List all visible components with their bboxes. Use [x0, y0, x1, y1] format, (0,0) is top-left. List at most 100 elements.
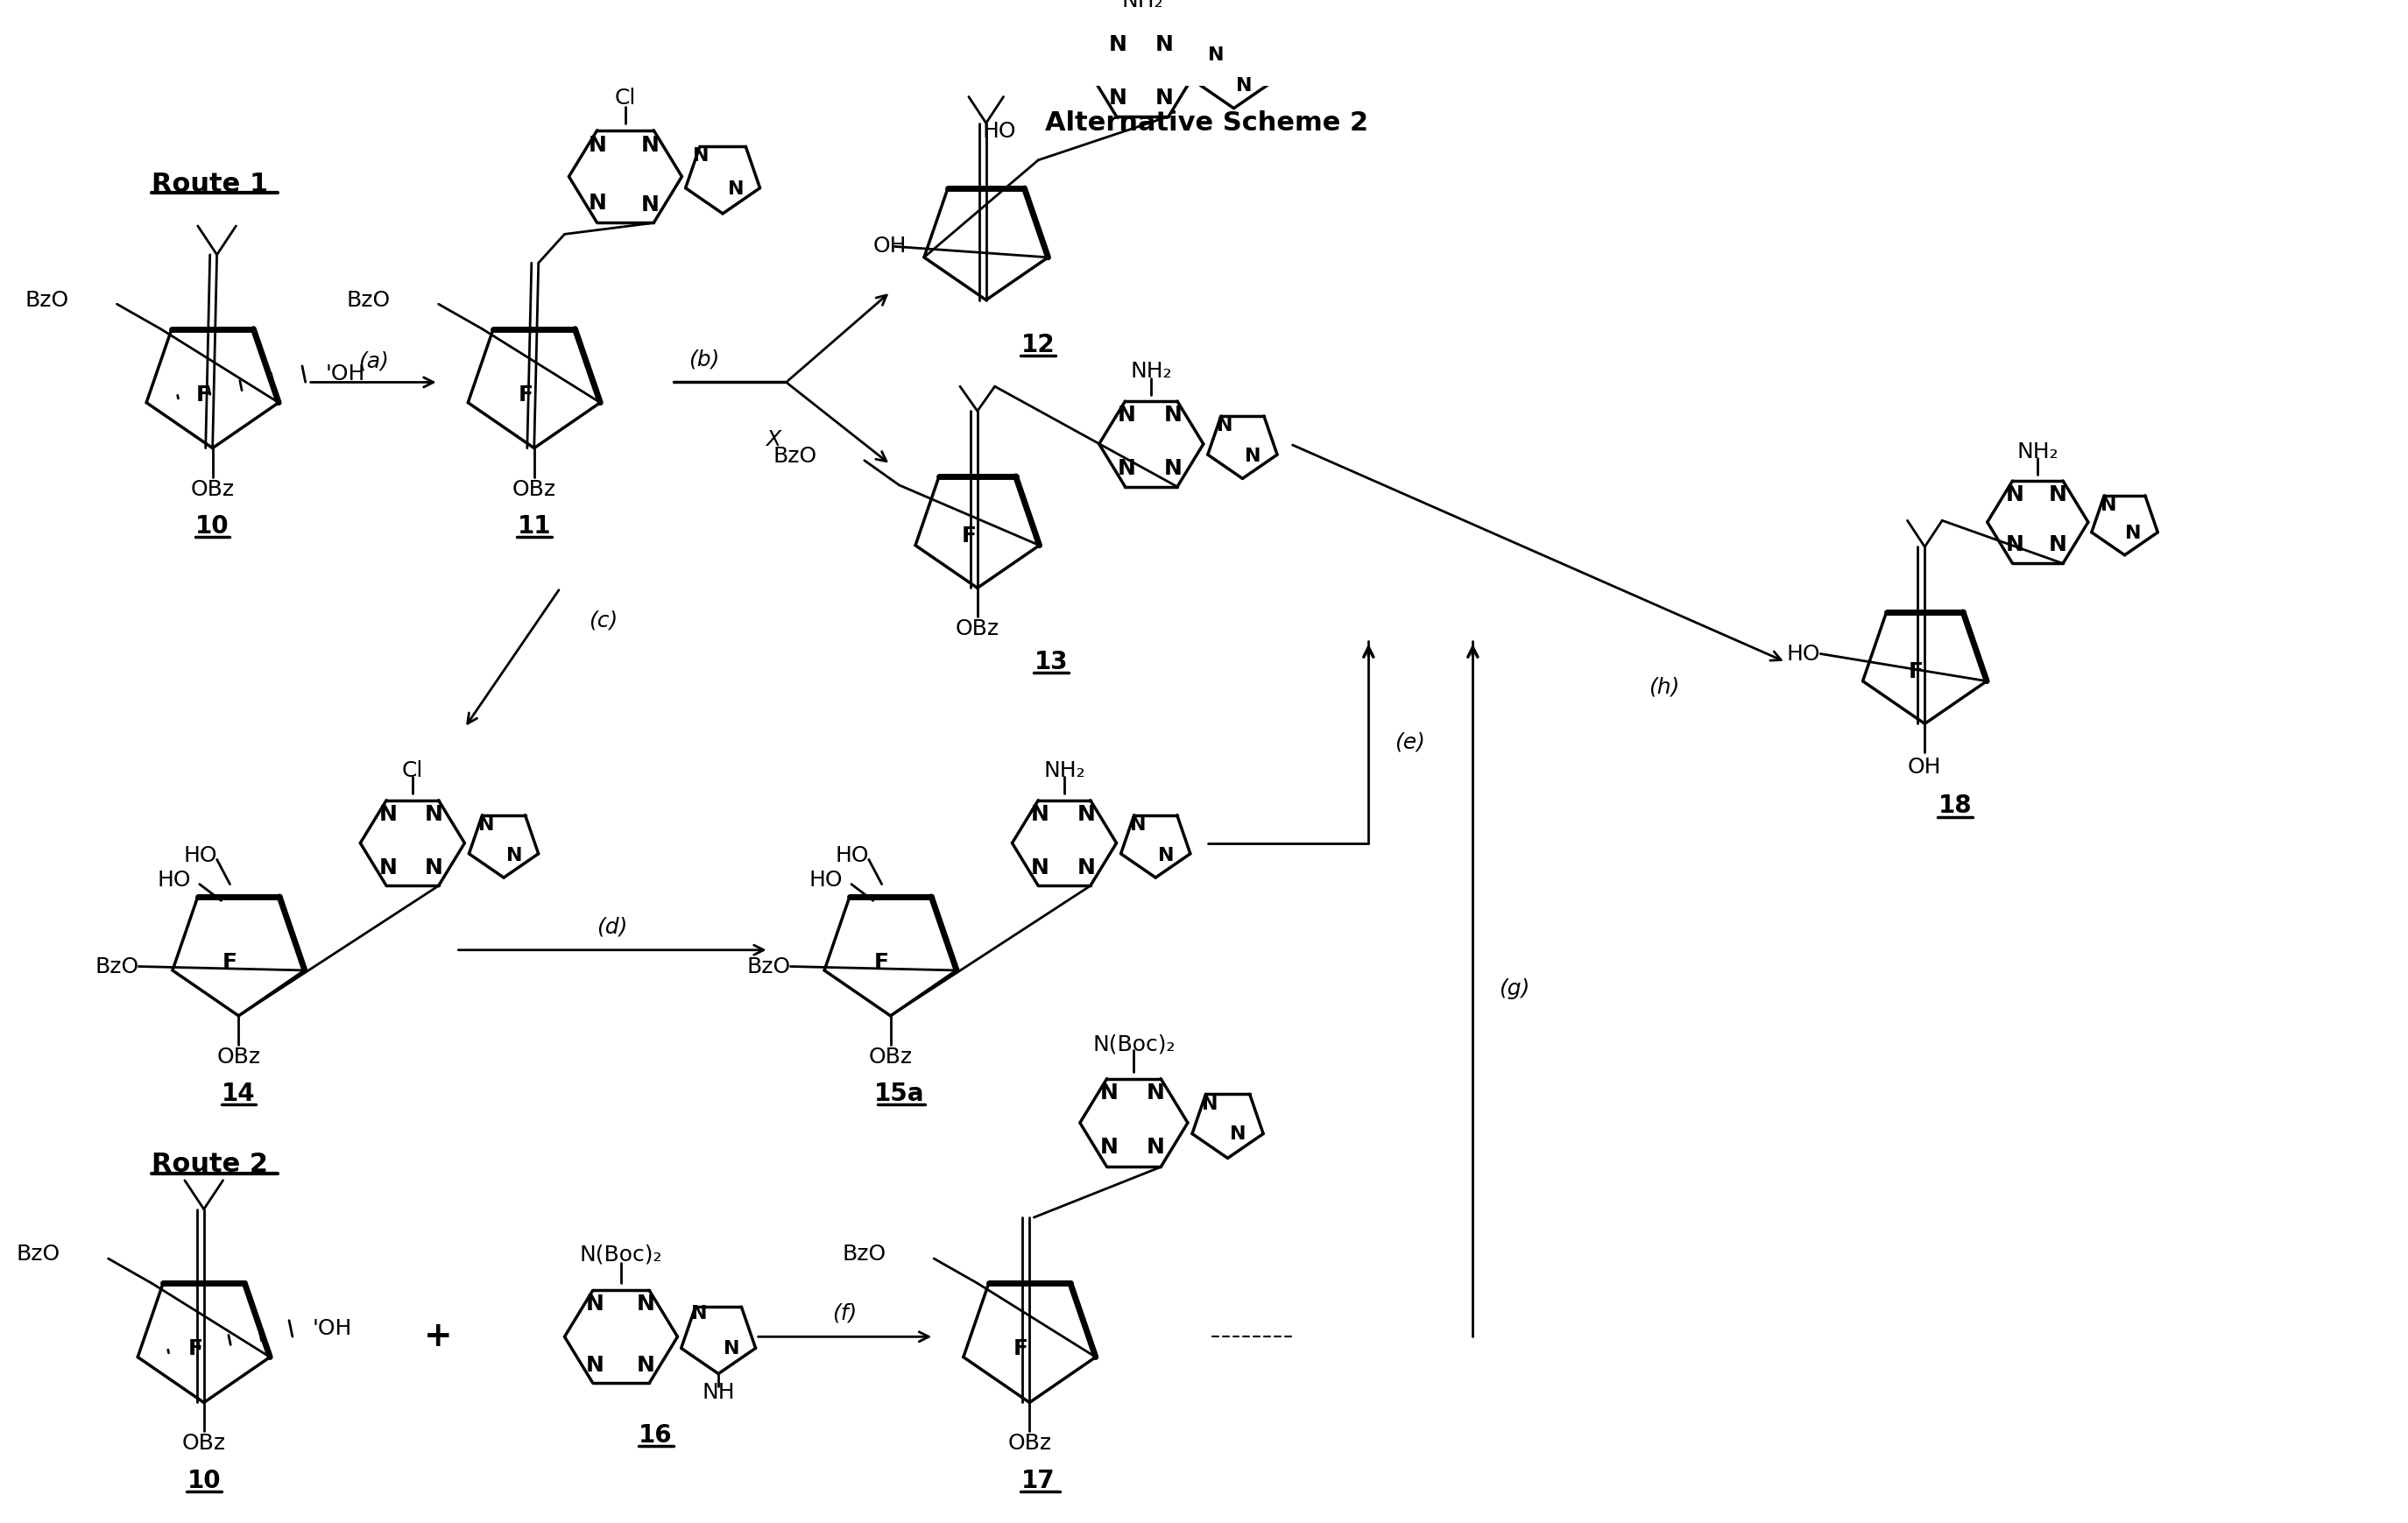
Text: Cl: Cl: [402, 760, 424, 781]
Text: N: N: [2049, 484, 2066, 506]
Text: BzO: BzO: [96, 956, 140, 976]
Text: N: N: [378, 857, 397, 879]
Text: N: N: [2100, 496, 2117, 515]
Text: N: N: [2006, 535, 2025, 556]
Text: N: N: [426, 857, 443, 879]
Text: X: X: [766, 429, 780, 451]
Text: Route 1: Route 1: [152, 172, 267, 198]
Text: F: F: [222, 952, 238, 973]
Text: (e): (e): [1394, 731, 1426, 752]
Text: N: N: [1031, 804, 1050, 825]
Text: F: F: [197, 384, 212, 405]
Text: HO: HO: [1787, 643, 1820, 664]
Text: N: N: [1158, 847, 1175, 864]
Text: 11: 11: [518, 513, 551, 539]
Text: N: N: [1146, 1083, 1165, 1104]
Text: N: N: [1209, 47, 1226, 64]
Text: OBz: OBz: [1007, 1433, 1052, 1454]
Text: N: N: [636, 1355, 655, 1375]
Text: BzO: BzO: [773, 446, 816, 468]
Text: 'OH: 'OH: [313, 1317, 352, 1339]
Text: N: N: [479, 816, 494, 833]
Text: N: N: [1100, 1138, 1120, 1157]
Text: HO: HO: [809, 870, 843, 891]
Text: 10: 10: [188, 1468, 222, 1493]
Text: N(Boc)₂: N(Boc)₂: [1093, 1034, 1175, 1055]
Text: NH₂: NH₂: [2018, 442, 2059, 463]
Text: N: N: [1076, 804, 1096, 825]
Text: NH₂: NH₂: [1129, 361, 1173, 382]
Text: OBz: OBz: [183, 1433, 226, 1454]
Text: 'OH: 'OH: [325, 364, 366, 384]
Text: N: N: [1146, 1138, 1165, 1157]
Text: BzO: BzO: [347, 289, 390, 311]
Text: N: N: [2049, 535, 2066, 556]
Text: N: N: [378, 804, 397, 825]
Text: N: N: [1031, 857, 1050, 879]
Text: N: N: [506, 847, 523, 864]
Text: 10: 10: [195, 513, 229, 539]
Text: (g): (g): [1498, 978, 1529, 999]
Text: NH: NH: [701, 1383, 734, 1403]
Text: OBz: OBz: [190, 478, 234, 500]
Text: Route 2: Route 2: [152, 1151, 267, 1177]
Text: N: N: [1110, 88, 1127, 110]
Text: N: N: [2126, 525, 2141, 542]
Text: N: N: [585, 1293, 604, 1314]
Text: N: N: [1230, 1125, 1247, 1144]
Text: HO: HO: [836, 845, 869, 867]
Text: N: N: [588, 192, 607, 213]
Text: N: N: [641, 134, 660, 155]
Text: BzO: BzO: [843, 1244, 886, 1266]
Text: N: N: [1117, 458, 1137, 480]
Text: N: N: [636, 1293, 655, 1314]
Text: F: F: [1910, 661, 1924, 682]
Text: N: N: [1245, 448, 1262, 465]
Text: OBz: OBz: [513, 478, 556, 500]
Text: (b): (b): [689, 349, 720, 370]
Text: (c): (c): [590, 611, 619, 632]
Text: N: N: [1235, 78, 1252, 94]
Text: OBz: OBz: [956, 618, 999, 640]
Text: (d): (d): [597, 917, 628, 938]
Text: N: N: [641, 195, 660, 216]
Text: HO: HO: [982, 120, 1016, 142]
Text: N(Boc)₂: N(Boc)₂: [580, 1244, 662, 1266]
Text: N: N: [1163, 458, 1182, 480]
Text: N: N: [1129, 816, 1146, 833]
Text: 18: 18: [1938, 793, 1972, 818]
Text: 14: 14: [222, 1081, 255, 1106]
Text: BzO: BzO: [24, 289, 70, 311]
Text: N: N: [2006, 484, 2025, 506]
Text: N: N: [1216, 417, 1233, 434]
Text: N: N: [1163, 405, 1182, 426]
Text: OBz: OBz: [869, 1046, 913, 1068]
Text: 12: 12: [1021, 334, 1055, 358]
Text: OH: OH: [874, 236, 908, 257]
Text: N: N: [1202, 1097, 1218, 1113]
Text: F: F: [1014, 1339, 1028, 1360]
Text: HO: HO: [183, 845, 217, 867]
Text: N: N: [1100, 1083, 1120, 1104]
Text: (a): (a): [359, 352, 388, 372]
Text: F: F: [188, 1339, 202, 1360]
Text: N: N: [588, 134, 607, 155]
Text: (h): (h): [1649, 676, 1678, 698]
Text: N: N: [1156, 88, 1173, 110]
Text: Alternative Scheme 2: Alternative Scheme 2: [1045, 110, 1368, 136]
Text: N: N: [694, 148, 708, 164]
Text: +: +: [424, 1320, 453, 1354]
Text: NH₂: NH₂: [1043, 760, 1086, 781]
Text: 15a: 15a: [874, 1081, 925, 1106]
Text: N: N: [722, 1340, 739, 1359]
Text: N: N: [585, 1355, 604, 1375]
Text: 13: 13: [1035, 650, 1069, 675]
Text: N: N: [1076, 857, 1096, 879]
Text: OBz: OBz: [217, 1046, 260, 1068]
Text: N: N: [691, 1305, 708, 1322]
Text: HO: HO: [157, 870, 190, 891]
Text: NH₂: NH₂: [1122, 0, 1163, 12]
Text: Cl: Cl: [614, 88, 636, 110]
Text: N: N: [1110, 35, 1127, 55]
Text: N: N: [1117, 405, 1137, 426]
